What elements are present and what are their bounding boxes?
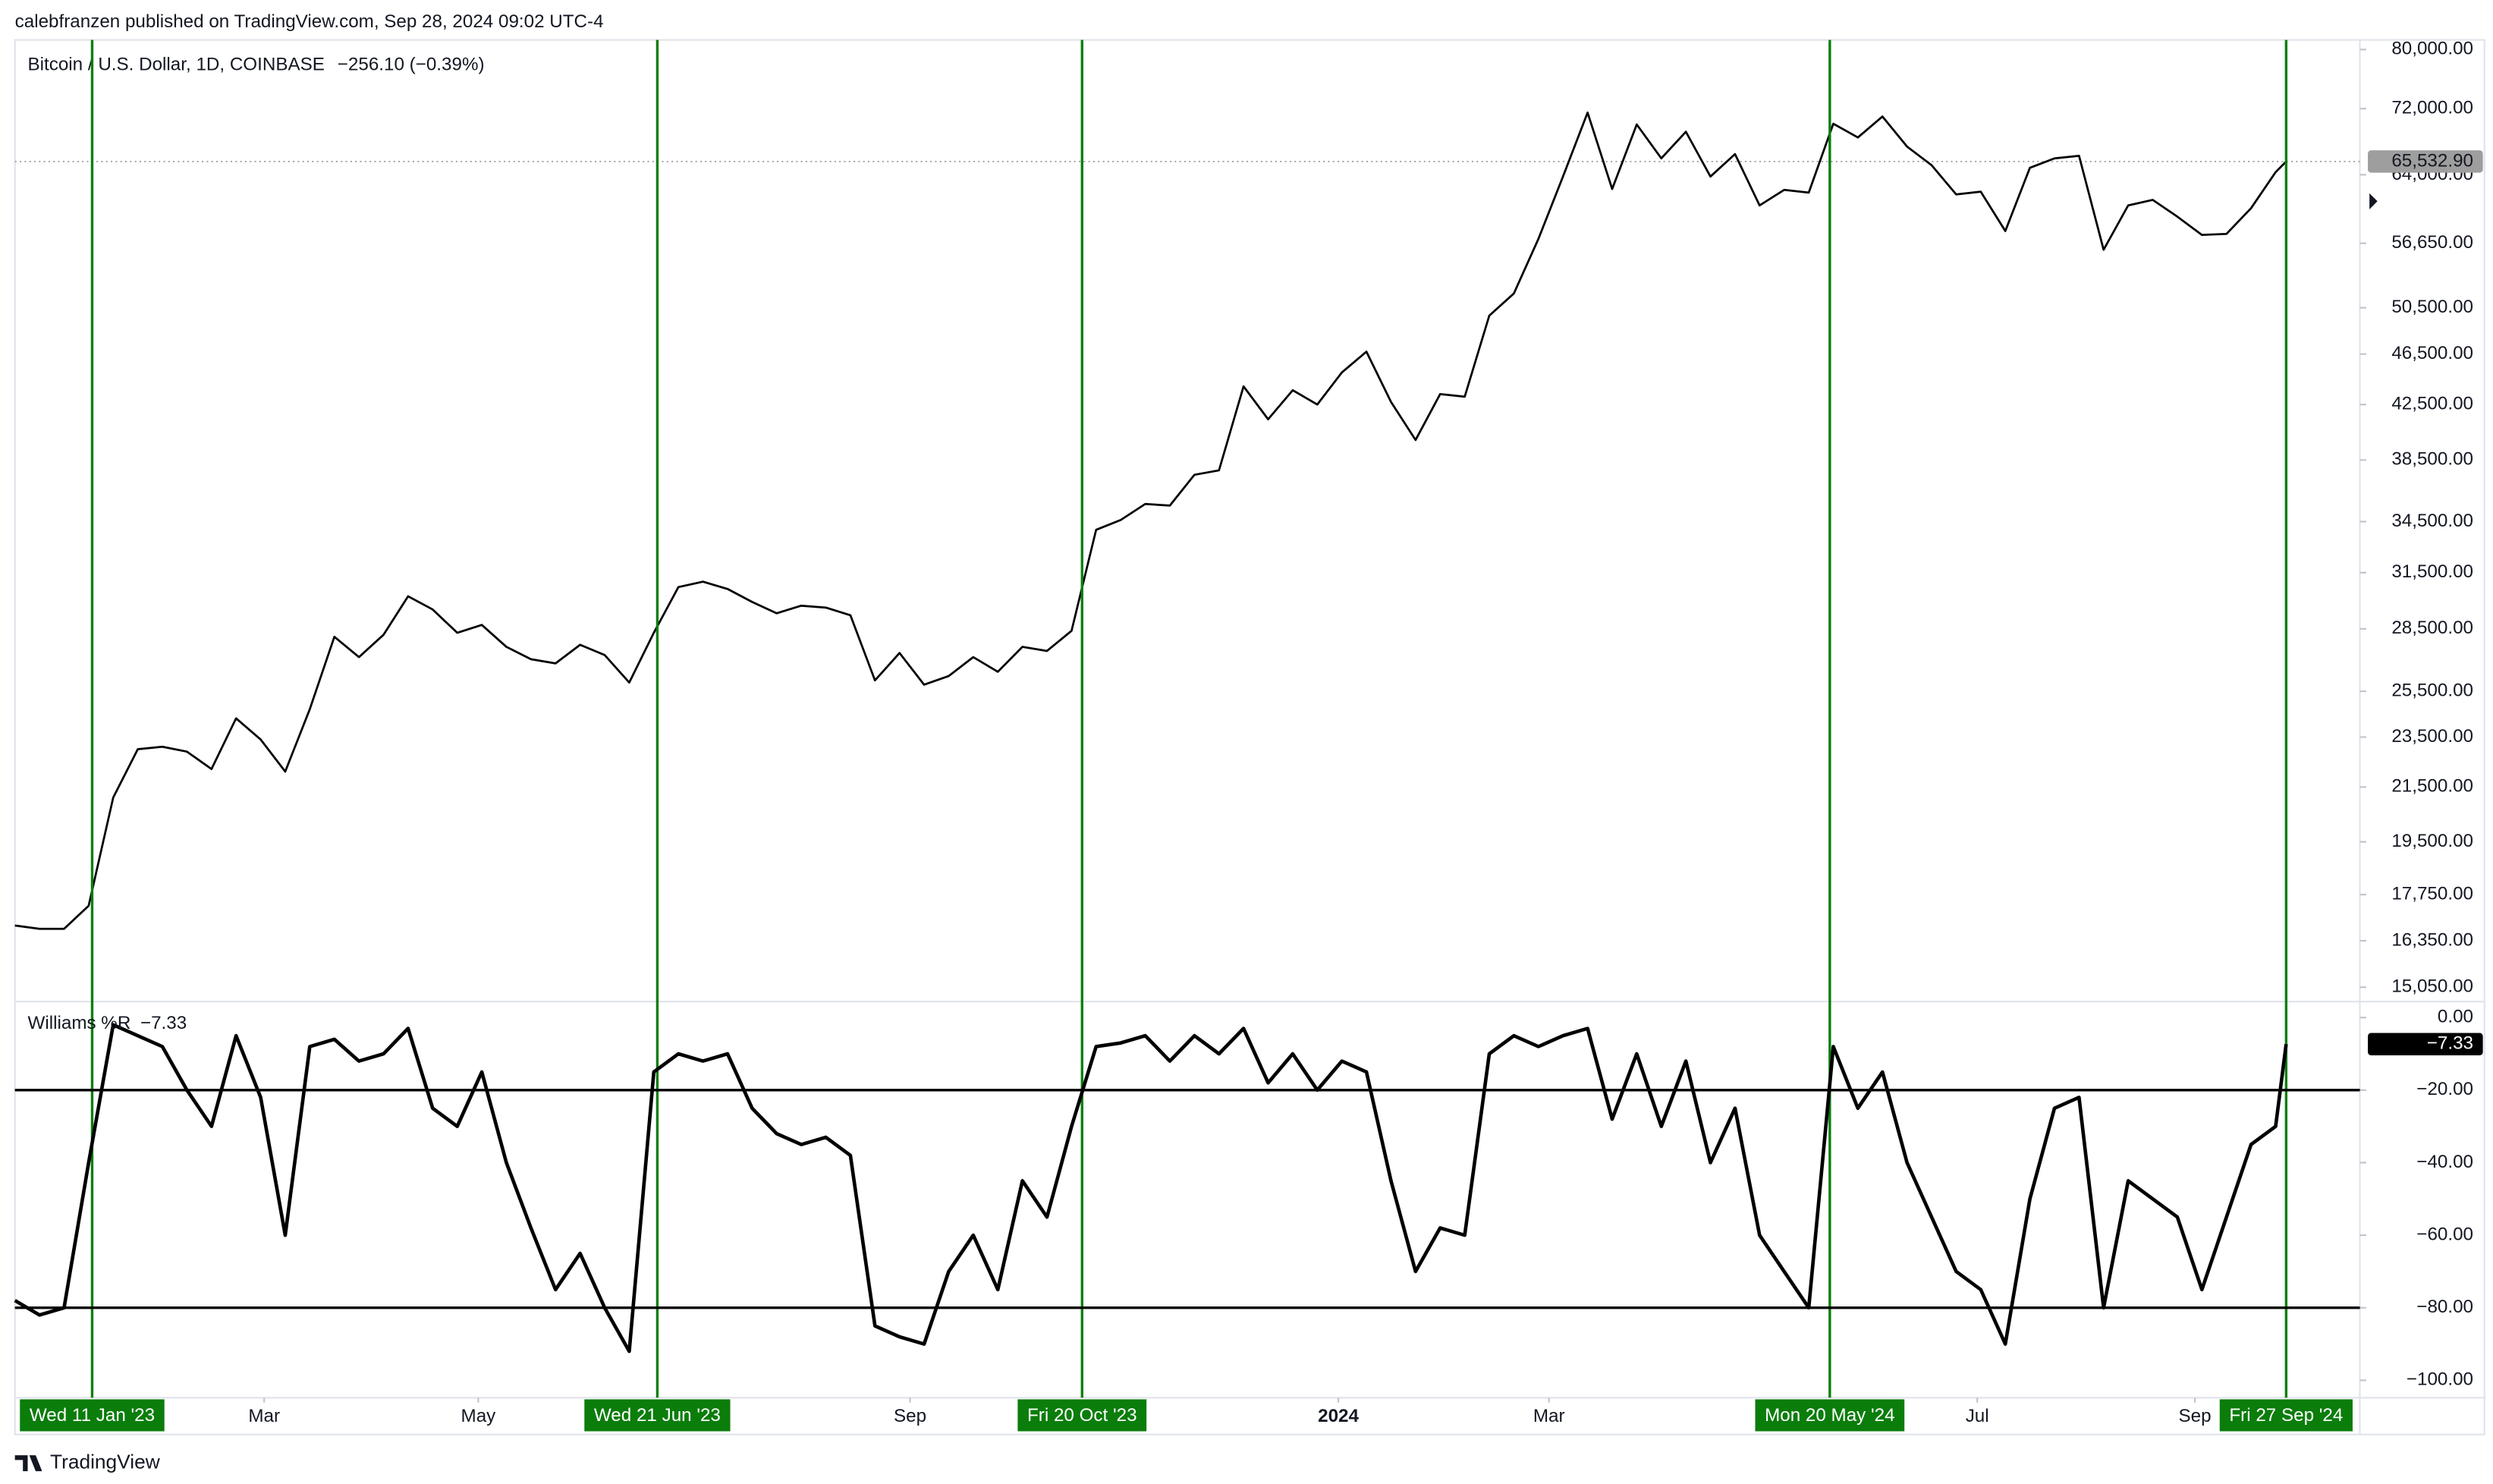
series-line <box>14 1023 2288 1354</box>
y-tick-label: 0.00 <box>2438 1007 2473 1027</box>
marker-text: Fri 27 Sep '24 <box>2229 1405 2343 1426</box>
marker-label: Fri 20 Oct '23 <box>1017 1399 1147 1432</box>
y-tick-label: 46,500.00 <box>2391 343 2473 363</box>
marker-box <box>1755 1399 1905 1432</box>
marker-box <box>20 1399 165 1432</box>
marker-label: Fri 27 Sep '24 <box>2219 1399 2353 1432</box>
x-tick-label: Mar <box>1533 1406 1565 1426</box>
y-tick-label: 19,500.00 <box>2391 831 2473 851</box>
y-tick-label: 34,500.00 <box>2391 511 2473 531</box>
footer: TradingView <box>50 1451 161 1473</box>
x-tick-label: Jul <box>1966 1406 1989 1426</box>
pane-value: −7.33 <box>140 1013 187 1033</box>
y-tick-label: 25,500.00 <box>2391 681 2473 701</box>
marker-box <box>1017 1399 1147 1432</box>
y-tick-label: −20.00 <box>2416 1079 2473 1099</box>
x-tick-label: Sep <box>2179 1406 2212 1426</box>
publisher: calebfranzen published on TradingView.co… <box>15 11 604 32</box>
pane-subtitle: −256.10 (−0.39%) <box>338 55 485 75</box>
plot: 80,000.0072,000.0064,000.0056,650.0050,5… <box>14 39 2483 1432</box>
marker-text: Fri 20 Oct '23 <box>1027 1405 1137 1426</box>
last-label: 65,532.90 <box>2391 150 2473 171</box>
y-tick-label: −60.00 <box>2416 1224 2473 1244</box>
y-tick-label: 56,650.00 <box>2391 232 2473 253</box>
pane-title: Bitcoin / U.S. Dollar, 1D, COINBASE <box>28 55 325 75</box>
marker-box <box>584 1399 731 1432</box>
series-line <box>14 112 2287 930</box>
y-tick-label: 38,500.00 <box>2391 449 2473 470</box>
footer-logo: TradingView <box>14 1451 161 1473</box>
y-tick-label: 42,500.00 <box>2391 394 2473 414</box>
marker-text: Wed 21 Jun '23 <box>594 1405 721 1426</box>
last-label-box <box>2368 150 2483 173</box>
y-tick-label: 72,000.00 <box>2391 98 2473 118</box>
y-tick-label: −40.00 <box>2416 1152 2473 1172</box>
y-tick-label: 80,000.00 <box>2391 39 2473 59</box>
x-tick-label: May <box>461 1406 497 1426</box>
marker-text: Mon 20 May '24 <box>1765 1405 1894 1426</box>
marker-label: Mon 20 May '24 <box>1755 1399 1905 1432</box>
last-label-box <box>2368 1033 2483 1055</box>
y-tick-label: −80.00 <box>2416 1297 2473 1317</box>
marker-box <box>2219 1399 2353 1432</box>
logo-mark <box>14 1455 42 1472</box>
y-tick-label: 16,350.00 <box>2391 929 2473 950</box>
y-tick-label: 21,500.00 <box>2391 776 2473 797</box>
y-tick-label: 31,500.00 <box>2391 561 2473 582</box>
y-tick-label: 23,500.00 <box>2391 726 2473 747</box>
last-label: −7.33 <box>2427 1033 2473 1054</box>
y-tick-label: 50,500.00 <box>2391 297 2473 317</box>
y-tick-label: −100.00 <box>2407 1369 2473 1390</box>
x-tick-label: Sep <box>894 1406 926 1426</box>
y-tick-label: 28,500.00 <box>2391 618 2473 638</box>
marker-text: Wed 11 Jan '23 <box>30 1405 155 1426</box>
scroll-arrow <box>2369 193 2378 209</box>
pane-title: Williams %R <box>28 1013 131 1033</box>
x-tick-label: 2024 <box>1318 1406 1359 1426</box>
marker-label: Wed 11 Jan '23 <box>20 1399 165 1432</box>
chart-frame <box>14 39 2485 1435</box>
x-tick-label: Mar <box>248 1406 280 1426</box>
y-tick-label: 15,050.00 <box>2391 976 2473 997</box>
y-tick-label: 17,750.00 <box>2391 884 2473 904</box>
marker-label: Wed 21 Jun '23 <box>584 1399 731 1432</box>
